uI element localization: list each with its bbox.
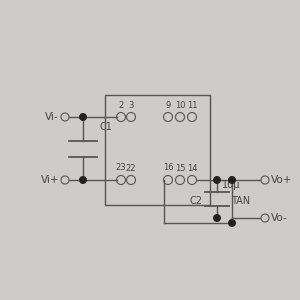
Text: 15: 15	[175, 164, 185, 173]
Text: Vo-: Vo-	[271, 213, 288, 223]
Circle shape	[79, 176, 87, 184]
Text: 9: 9	[165, 101, 171, 110]
Text: 2: 2	[118, 101, 124, 110]
Circle shape	[213, 176, 221, 184]
Text: 11: 11	[187, 101, 197, 110]
Circle shape	[61, 113, 69, 121]
Circle shape	[228, 176, 236, 184]
Text: C1: C1	[99, 122, 112, 132]
Circle shape	[261, 176, 269, 184]
Text: 3: 3	[128, 101, 134, 110]
Circle shape	[228, 219, 236, 227]
Text: C2: C2	[190, 196, 203, 206]
Text: 22: 22	[126, 164, 136, 173]
Circle shape	[61, 176, 69, 184]
Circle shape	[261, 214, 269, 222]
Circle shape	[79, 113, 87, 121]
Circle shape	[213, 214, 221, 222]
Text: Vi+: Vi+	[40, 175, 59, 185]
Text: 16: 16	[163, 163, 173, 172]
Text: TAN: TAN	[231, 196, 250, 206]
Text: Vi-: Vi-	[45, 112, 59, 122]
Bar	[105, 95, 210, 205]
Text: Vo+: Vo+	[271, 175, 292, 185]
Text: 10μ: 10μ	[222, 180, 241, 190]
Text: 10: 10	[175, 101, 185, 110]
Text: 14: 14	[187, 164, 197, 173]
Text: 23: 23	[116, 163, 126, 172]
